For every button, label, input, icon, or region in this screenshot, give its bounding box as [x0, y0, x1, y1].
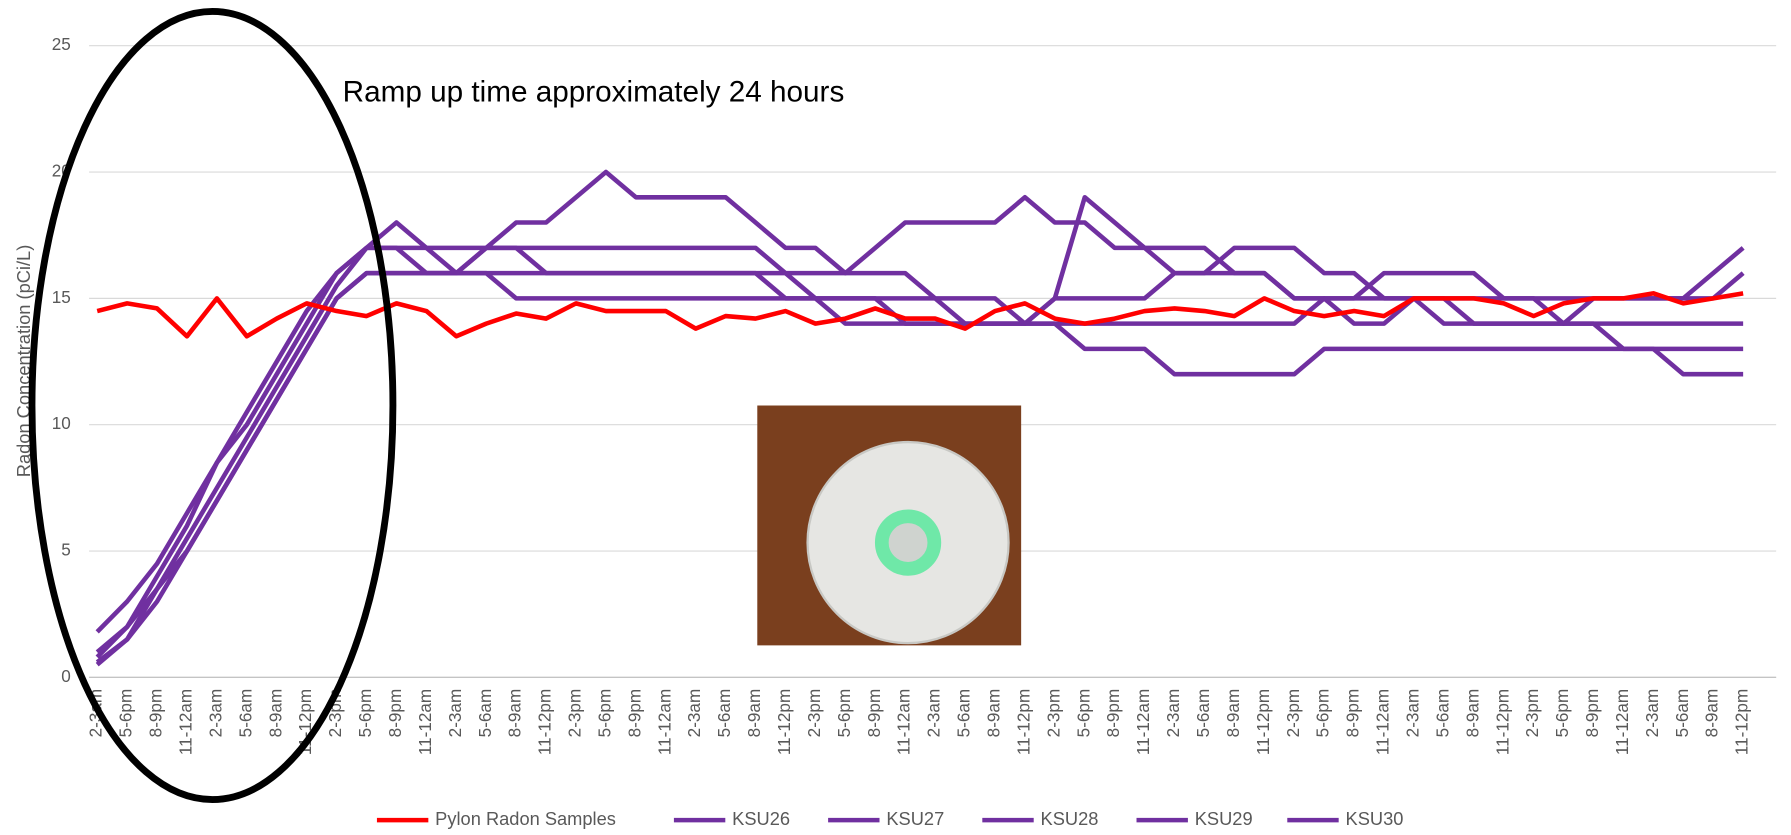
x-tick-label: 2-3am [445, 689, 465, 738]
x-tick-label: 8-9pm [385, 689, 405, 738]
x-tick-label: 5-6pm [594, 689, 614, 738]
x-tick-label: 11-12pm [1253, 689, 1273, 755]
legend-label: KSU27 [886, 808, 944, 829]
x-tick-label: 8-9pm [864, 689, 884, 738]
x-tick-label: 11-12am [176, 689, 196, 755]
x-tick-label: 2-3pm [1522, 689, 1542, 738]
device-light [882, 516, 935, 569]
x-tick-label: 11-12am [415, 689, 435, 755]
x-tick-label: 5-6am [235, 689, 255, 738]
x-tick-label: 11-12am [1133, 689, 1153, 755]
x-tick-label: 11-12am [894, 689, 914, 755]
x-tick-label: 2-3pm [804, 689, 824, 738]
x-tick-label: 11-12pm [535, 689, 555, 755]
x-tick-label: 11-12am [1373, 689, 1393, 755]
x-tick-label: 11-12am [654, 689, 674, 755]
legend-label: KSU28 [1041, 808, 1099, 829]
x-tick-label: 5-6pm [834, 689, 854, 738]
x-tick-label: 11-12pm [774, 689, 794, 755]
legend-label: Pylon Radon Samples [435, 808, 616, 829]
annotation: Ramp up time approximately 24 hours [343, 76, 845, 109]
x-tick-label: 8-9pm [146, 689, 166, 738]
x-tick-label: 8-9am [1462, 689, 1482, 738]
x-tick-label: 8-9pm [1582, 689, 1602, 738]
x-tick-label: 11-12pm [1013, 689, 1033, 755]
x-tick-label: 11-12pm [1732, 689, 1752, 755]
x-tick-label: 2-3am [1642, 689, 1662, 738]
x-tick-label: 2-3pm [1043, 689, 1063, 738]
x-tick-label: 8-9am [1702, 689, 1722, 738]
x-tick-label: 8-9pm [624, 689, 644, 738]
x-tick-label: 8-9am [1223, 689, 1243, 738]
y-tick-label: 25 [52, 34, 71, 54]
x-tick-label: 5-6am [475, 689, 495, 738]
y-tick-label: 0 [61, 666, 71, 686]
x-tick-label: 5-6am [714, 689, 734, 738]
x-tick-label: 2-3am [205, 689, 225, 738]
x-tick-label: 2-3am [1163, 689, 1183, 738]
legend-label: KSU29 [1195, 808, 1253, 829]
x-tick-label: 2-3pm [565, 689, 585, 738]
x-tick-label: 8-9pm [1103, 689, 1123, 738]
x-tick-label: 2-3am [924, 689, 944, 738]
photo [757, 406, 1021, 646]
x-tick-label: 8-9pm [1343, 689, 1363, 738]
x-tick-label: 11-12am [1612, 689, 1632, 755]
highlight-ellipse [32, 11, 393, 799]
x-tick-label: 5-6pm [355, 689, 375, 738]
x-tick-label: 5-6pm [1313, 689, 1333, 738]
x-tick-label: 8-9am [505, 689, 525, 738]
chart: Radon Concentration (pCi/L) 05101520252-… [0, 0, 1791, 835]
y-tick-label: 10 [52, 413, 71, 433]
x-tick-label: 5-6am [954, 689, 974, 738]
x-tick-label: 11-12pm [1492, 689, 1512, 755]
x-tick-label: 2-3am [684, 689, 704, 738]
y-tick-label: 5 [61, 540, 71, 560]
legend-label: KSU30 [1346, 808, 1404, 829]
x-tick-label: 8-9am [265, 689, 285, 738]
x-tick-label: 2-3pm [1283, 689, 1303, 738]
x-tick-label: 5-6am [1432, 689, 1452, 738]
x-tick-label: 5-6pm [1552, 689, 1572, 738]
x-tick-label: 8-9am [744, 689, 764, 738]
legend-label: KSU26 [732, 808, 790, 829]
x-tick-label: 8-9am [984, 689, 1004, 738]
x-tick-label: 2-3am [1402, 689, 1422, 738]
x-tick-label: 5-6am [1672, 689, 1692, 738]
y-tick-label: 15 [52, 287, 71, 307]
x-tick-label: 5-6pm [1073, 689, 1093, 738]
x-tick-label: 5-6pm [116, 689, 136, 738]
x-tick-label: 5-6am [1193, 689, 1213, 738]
legend: Pylon Radon Samples KSU26 KSU27 KSU28 KSU29 K… [377, 808, 1403, 829]
